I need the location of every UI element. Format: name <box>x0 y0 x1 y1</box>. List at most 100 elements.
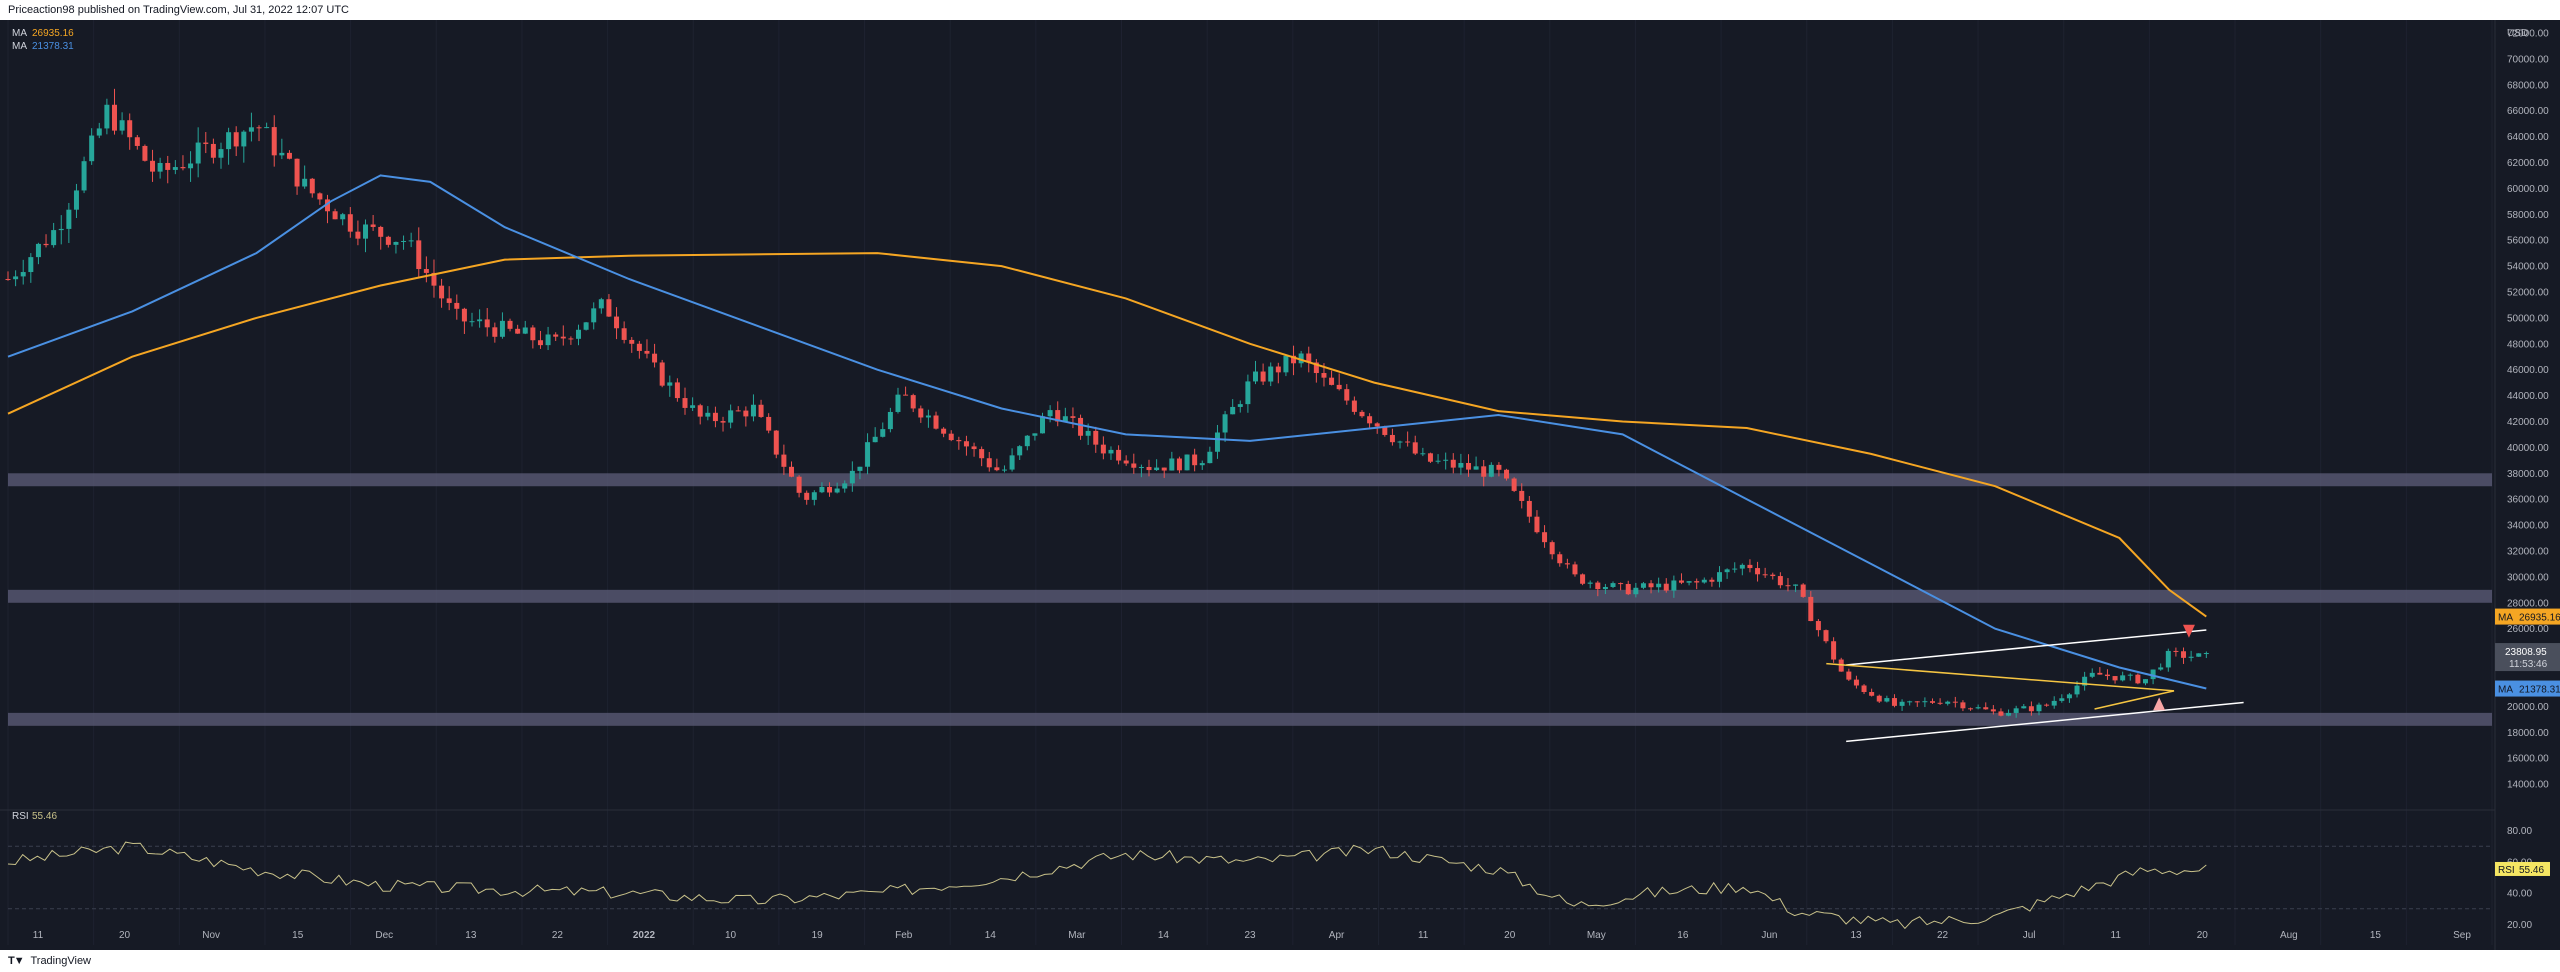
candle-body <box>865 442 871 467</box>
candle-body <box>1907 701 1913 703</box>
ma2-axis-label-tag: MA <box>2498 685 2513 696</box>
candle-body <box>614 316 620 329</box>
wedge-lower-line <box>2094 690 2175 710</box>
candle-body <box>469 321 475 323</box>
candle-body <box>1214 432 1220 452</box>
price-tick-label: 28000.00 <box>2507 598 2549 609</box>
candle-body <box>1861 685 1867 693</box>
time-tick-label: 20 <box>119 930 131 941</box>
candle-body <box>788 466 794 477</box>
candle-body <box>1678 580 1684 583</box>
candle-body <box>1275 366 1281 373</box>
candle-body <box>1755 568 1761 575</box>
candle-body <box>963 441 969 447</box>
candle-body <box>446 298 452 303</box>
candle-body <box>1511 478 1517 491</box>
ma2-axis-label-value: 21378.31 <box>2519 685 2560 696</box>
candle-body <box>180 167 186 169</box>
candle-body <box>1268 366 1274 382</box>
candle-body <box>1169 458 1175 471</box>
candle-body <box>1983 707 1989 710</box>
candle-body <box>1116 449 1122 461</box>
candle-body <box>1032 433 1038 436</box>
candle-body <box>127 120 133 138</box>
candle-body <box>461 308 467 322</box>
rsi-tick-label: 40.00 <box>2507 889 2532 900</box>
candle-body <box>1458 462 1464 468</box>
time-tick-label: 22 <box>552 930 564 941</box>
price-axis-label-time: 11:53:46 <box>2509 659 2548 670</box>
candle-body <box>492 327 498 337</box>
candle-body <box>1298 353 1304 364</box>
time-tick-label: Jun <box>1761 930 1777 941</box>
rsi-axis-label-tag: RSI <box>2498 865 2515 876</box>
time-tick-label: 11 <box>33 930 44 941</box>
price-tick-label: 56000.00 <box>2507 236 2549 247</box>
ma-legend-value-1: 26935.16 <box>32 28 74 39</box>
candle-body <box>1557 554 1563 564</box>
candle-body <box>1869 692 1875 696</box>
candle-body <box>484 319 490 328</box>
candle-body <box>1017 446 1023 456</box>
candle-body <box>142 145 148 161</box>
candle-body <box>903 394 909 396</box>
candle-body <box>165 162 171 170</box>
candle-body <box>2044 704 2050 706</box>
candle-body <box>2203 653 2209 655</box>
candle-body <box>1465 462 1471 470</box>
candle-body <box>172 167 178 170</box>
publisher-header: Priceaction98 published on TradingView.c… <box>0 0 2560 20</box>
arrow-down-icon <box>2182 624 2195 638</box>
tradingview-brand: TradingView <box>30 955 92 967</box>
time-axis[interactable]: 11 20 Nov 15 Dec 13 22 2022 10 19 Feb 14 Mar 14 23 Apr 1… <box>33 930 2472 941</box>
time-tick-label: Feb <box>895 930 913 941</box>
candle-body <box>750 404 756 417</box>
candle-body <box>1831 641 1837 660</box>
candle-body <box>1709 579 1715 582</box>
candle-body <box>606 299 612 317</box>
candle-body <box>598 299 604 309</box>
candle-body <box>1108 449 1114 454</box>
price-tick-label: 72000.00 <box>2507 28 2549 39</box>
candle-body <box>758 404 764 417</box>
candle-body <box>766 416 772 431</box>
candle-body <box>454 302 460 309</box>
candle-body <box>804 492 810 500</box>
ma-line-long <box>7 252 2207 618</box>
candle-body <box>971 446 977 450</box>
candle-body <box>1853 679 1859 686</box>
candlestick-series <box>5 88 2209 718</box>
candle-body <box>2181 651 2187 658</box>
candle-body <box>2173 650 2179 652</box>
price-tick-label: 54000.00 <box>2507 262 2549 273</box>
time-tick-label: 16 <box>1677 930 1689 941</box>
candle-body <box>1047 410 1053 417</box>
candle-body <box>1138 466 1144 468</box>
price-tick-label: 16000.00 <box>2507 754 2549 765</box>
candle-body <box>1815 621 1821 631</box>
time-tick-label: 13 <box>465 930 477 941</box>
time-tick-label: Nov <box>202 930 220 941</box>
candle-body <box>842 483 848 489</box>
candle-body <box>286 152 292 159</box>
candle-body <box>796 476 802 493</box>
price-tick-label: 60000.00 <box>2507 184 2549 195</box>
candle-body <box>576 329 582 339</box>
candle-body <box>1823 630 1829 642</box>
time-tick-label: 13 <box>1850 930 1862 941</box>
candle-body <box>1686 581 1692 583</box>
price-tick-label: 42000.00 <box>2507 417 2549 428</box>
candle-body <box>1237 404 1243 407</box>
candle-body <box>1610 583 1616 587</box>
candle-body <box>1625 583 1631 595</box>
candle-body <box>1564 563 1570 565</box>
candle-body <box>416 240 422 270</box>
price-tick-label: 18000.00 <box>2507 728 2549 739</box>
candle-body <box>1367 416 1373 424</box>
candle-body <box>667 382 673 386</box>
candle-body <box>43 243 49 246</box>
candle-body <box>1024 435 1030 447</box>
tradingview-logo-icon: T▼ <box>8 955 25 967</box>
